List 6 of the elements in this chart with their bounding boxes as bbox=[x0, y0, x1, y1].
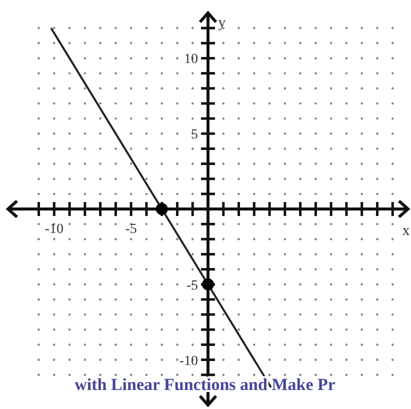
y-tick-label: 10 bbox=[184, 52, 198, 68]
y-tick-label: 5 bbox=[191, 128, 198, 143]
y-tick-label: -10 bbox=[179, 354, 198, 369]
y-tick-label: -5 bbox=[186, 278, 198, 294]
x-axis-title: x bbox=[402, 223, 410, 239]
y-axis-title: y bbox=[218, 15, 226, 31]
